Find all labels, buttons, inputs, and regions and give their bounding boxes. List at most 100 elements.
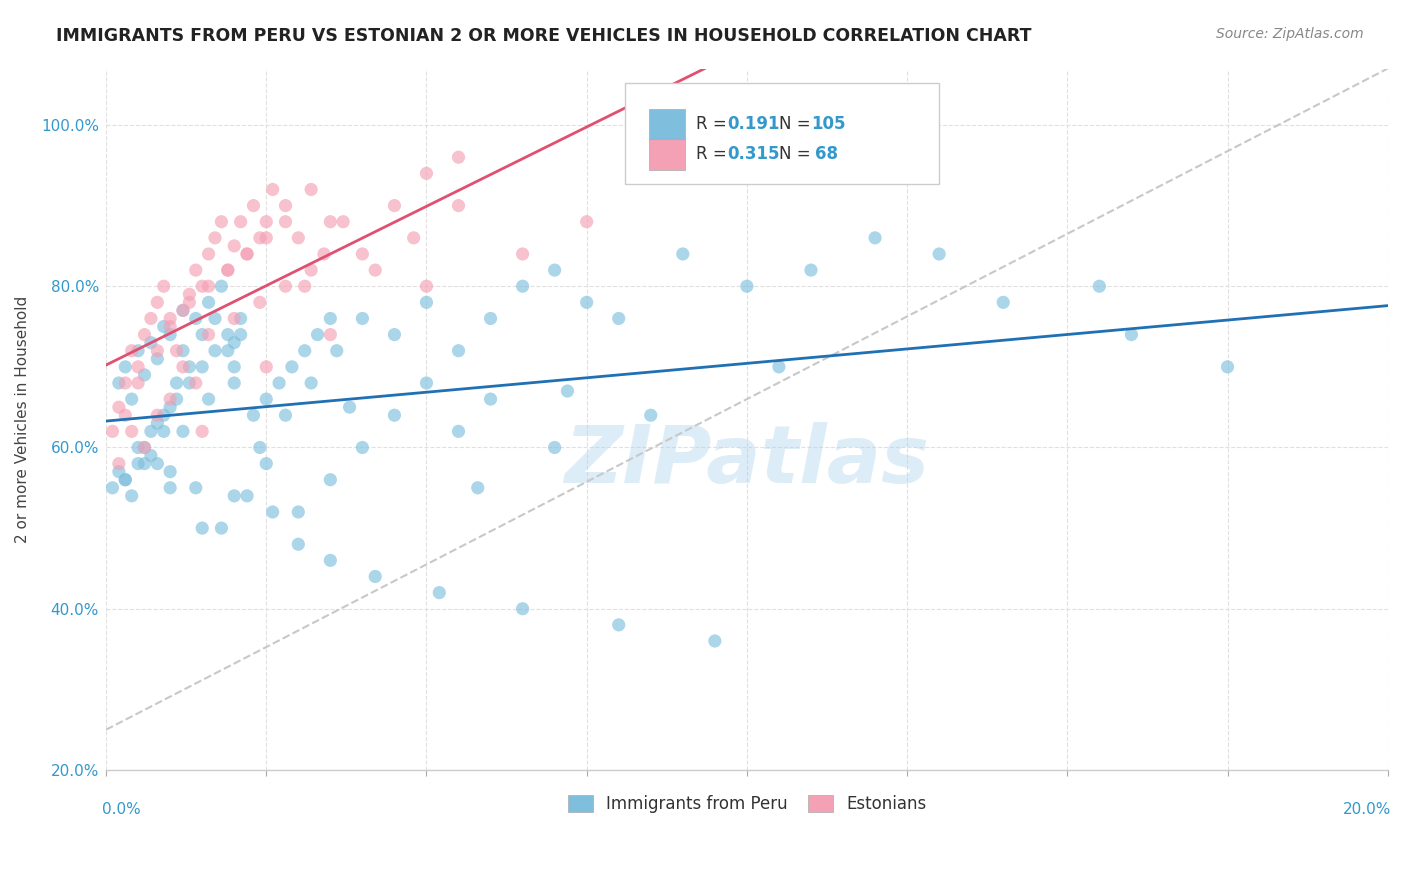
Point: [179, 295, 201, 310]
Point: [1088, 279, 1111, 293]
Point: [152, 409, 174, 423]
Point: [197, 247, 219, 261]
Point: [229, 215, 252, 229]
Point: [197, 392, 219, 406]
Point: [294, 343, 316, 358]
Point: [364, 263, 387, 277]
Point: [254, 215, 277, 229]
Point: [139, 335, 162, 350]
Point: [254, 457, 277, 471]
Point: [152, 319, 174, 334]
Point: [224, 335, 246, 350]
Point: [191, 425, 214, 439]
Point: [800, 263, 823, 277]
Point: [139, 311, 162, 326]
Point: [447, 343, 470, 358]
Point: [427, 585, 450, 599]
FancyBboxPatch shape: [626, 83, 939, 185]
Point: [152, 425, 174, 439]
Point: [127, 359, 149, 374]
Point: [191, 279, 214, 293]
Point: [229, 311, 252, 326]
Point: [415, 295, 437, 310]
Point: [172, 303, 194, 318]
Point: [121, 425, 143, 439]
Point: [319, 311, 342, 326]
Point: [299, 376, 322, 390]
Point: [114, 409, 136, 423]
Point: [146, 295, 169, 310]
Point: [242, 198, 264, 212]
Point: [415, 166, 437, 180]
Point: [217, 263, 239, 277]
Text: ZIPatlas: ZIPatlas: [564, 422, 929, 500]
Point: [319, 327, 342, 342]
Point: [127, 441, 149, 455]
Point: [217, 327, 239, 342]
Point: [254, 231, 277, 245]
Point: [179, 287, 201, 301]
Point: [254, 392, 277, 406]
Point: [217, 343, 239, 358]
Point: [184, 481, 207, 495]
Point: [352, 441, 374, 455]
Point: [332, 215, 354, 229]
Point: [607, 311, 630, 326]
Point: [146, 417, 169, 431]
Point: [146, 343, 169, 358]
Text: R =: R =: [696, 115, 731, 133]
Point: [262, 505, 284, 519]
Point: [312, 247, 335, 261]
Point: [1216, 359, 1239, 374]
Point: [236, 247, 259, 261]
Text: 0.0%: 0.0%: [103, 802, 141, 816]
Point: [108, 400, 131, 414]
Point: [166, 343, 188, 358]
Text: 20.0%: 20.0%: [1343, 802, 1392, 816]
Point: [236, 247, 259, 261]
FancyBboxPatch shape: [650, 138, 685, 170]
Point: [768, 359, 790, 374]
Point: [928, 247, 950, 261]
Point: [172, 343, 194, 358]
Point: [575, 215, 598, 229]
Point: [184, 263, 207, 277]
Point: [197, 327, 219, 342]
Point: [557, 384, 579, 398]
Point: [134, 441, 156, 455]
Text: 105: 105: [811, 115, 845, 133]
Point: [415, 279, 437, 293]
Text: Source: ZipAtlas.com: Source: ZipAtlas.com: [1216, 27, 1364, 41]
Point: [281, 359, 304, 374]
Point: [249, 295, 271, 310]
Point: [134, 441, 156, 455]
Point: [274, 409, 297, 423]
Point: [543, 263, 565, 277]
Point: [209, 215, 232, 229]
Point: [121, 392, 143, 406]
Point: [1121, 327, 1143, 342]
Point: [159, 400, 181, 414]
Point: [159, 465, 181, 479]
Point: [121, 343, 143, 358]
Point: [319, 473, 342, 487]
Point: [184, 311, 207, 326]
Point: [339, 400, 361, 414]
Text: 0.315: 0.315: [728, 145, 780, 163]
Point: [274, 279, 297, 293]
Text: 68: 68: [815, 145, 838, 163]
Point: [352, 311, 374, 326]
Point: [254, 359, 277, 374]
Point: [575, 295, 598, 310]
Point: [139, 449, 162, 463]
Legend: Immigrants from Peru, Estonians: Immigrants from Peru, Estonians: [555, 783, 938, 825]
Point: [512, 279, 534, 293]
Point: [735, 279, 758, 293]
Point: [166, 376, 188, 390]
Point: [287, 537, 309, 551]
Point: [384, 198, 406, 212]
Point: [402, 231, 425, 245]
Point: [134, 457, 156, 471]
Point: [114, 359, 136, 374]
Point: [543, 441, 565, 455]
